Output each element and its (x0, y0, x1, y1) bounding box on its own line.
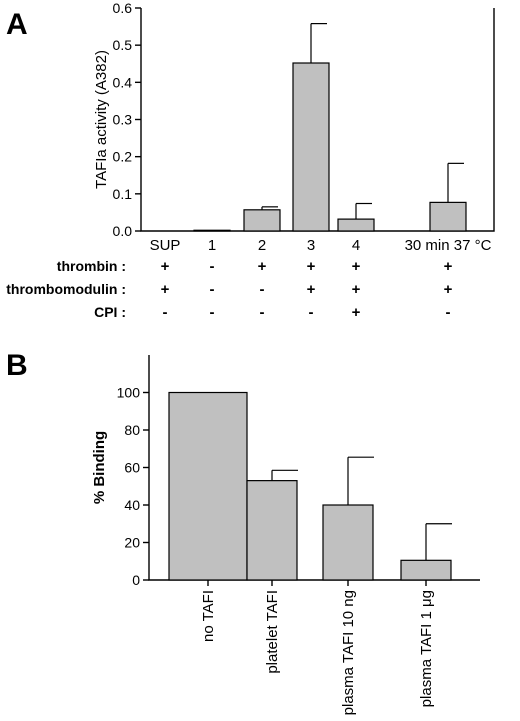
panel-a-condition-sign: - (210, 304, 215, 321)
panel-a-condition-sign: - (260, 304, 265, 321)
panel-a-condition-sign: - (260, 281, 265, 298)
panel-a-ytick-label: 0.5 (113, 37, 133, 53)
panel-b-ytick-label: 40 (124, 497, 140, 513)
panel-a-category-label: 1 (208, 237, 216, 254)
panel-a-category-label: SUP (150, 237, 181, 254)
panel-a-bar (292, 62, 330, 232)
panel-a-ytick-label: 0.1 (113, 186, 133, 202)
panel-a-condition-sign: + (352, 258, 361, 275)
panel-a-category-label: 2 (258, 237, 266, 254)
panel-a-condition-sign: + (161, 258, 170, 275)
panel-b-ylabel: % Binding (91, 431, 108, 504)
panel-a-condition-label: thrombin : (57, 258, 126, 274)
panel-a-condition-sign: + (307, 281, 316, 298)
panel-a-chart: 0.0 0.1 0.2 0.3 0.4 0.5 0.6 TAFIa activity (A38… (6, 0, 495, 321)
panel-a-condition-sign: + (161, 281, 170, 298)
panel-a-letter: A (6, 8, 28, 41)
panel-a-condition-sign: + (444, 281, 453, 298)
panel-b-bar (322, 504, 374, 581)
panel-b-category-label: no TAFI (200, 590, 217, 642)
panel-a-category-label: 30 min 37 °C (405, 237, 492, 254)
panel-b-ytick-label: 80 (124, 422, 140, 438)
panel-a-condition-sign: + (352, 281, 361, 298)
panel-a-ylabel: TAFIa activity (A382) (93, 50, 110, 189)
panel-a-condition-sign: - (210, 258, 215, 275)
panel-b-category-label: platelet TAFI (264, 590, 281, 674)
panel-b-ytick-label: 20 (124, 535, 140, 551)
panel-a-condition-label: CPI : (94, 304, 126, 320)
panel-b-ytick-label: 0 (132, 572, 140, 588)
panel-b-bar (168, 391, 248, 581)
panel-a-condition-sign: + (307, 258, 316, 275)
panel-a-bar (243, 209, 281, 232)
panel-a-category-label: 4 (352, 237, 360, 254)
panel-a-condition-sign: + (444, 258, 453, 275)
panel-b-bar (246, 480, 298, 581)
panel-a-condition-sign: - (446, 304, 451, 321)
panel-a-condition-sign: - (309, 304, 314, 321)
panel-a-condition-sign: - (163, 304, 168, 321)
panel-a-ytick-label: 0.4 (113, 74, 133, 90)
panel-b-letter: B (6, 349, 28, 382)
panel-a-bar (337, 218, 375, 232)
panel-b-ytick-label: 100 (117, 385, 141, 401)
panel-a-condition-sign: - (210, 281, 215, 298)
panel-b-chart: 0 20 40 60 80 100 % Binding no TAFI platelet TAF… (91, 355, 480, 715)
panel-a-bar (429, 201, 467, 232)
panel-a-condition-label: thrombomodulin : (6, 281, 126, 297)
panel-a-bar (193, 229, 231, 232)
panel-a-ytick-label: 0.3 (113, 112, 133, 128)
panel-b-bar (400, 559, 452, 581)
panel-a-ytick-label: 0.2 (113, 149, 133, 165)
panel-b-ytick-label: 60 (124, 460, 140, 476)
panel-a-condition-sign: + (258, 258, 267, 275)
panel-a-ytick-label: 0.6 (113, 0, 133, 16)
panel-b-category-label: plasma TAFI 10 ng (340, 590, 357, 715)
panel-a-ytick-label: 0.0 (113, 223, 133, 239)
panel-a-category-label: 3 (307, 237, 315, 254)
panel-b-category-label: plasma TAFI 1 μg (418, 590, 435, 707)
panel-a-condition-sign: + (352, 304, 361, 321)
